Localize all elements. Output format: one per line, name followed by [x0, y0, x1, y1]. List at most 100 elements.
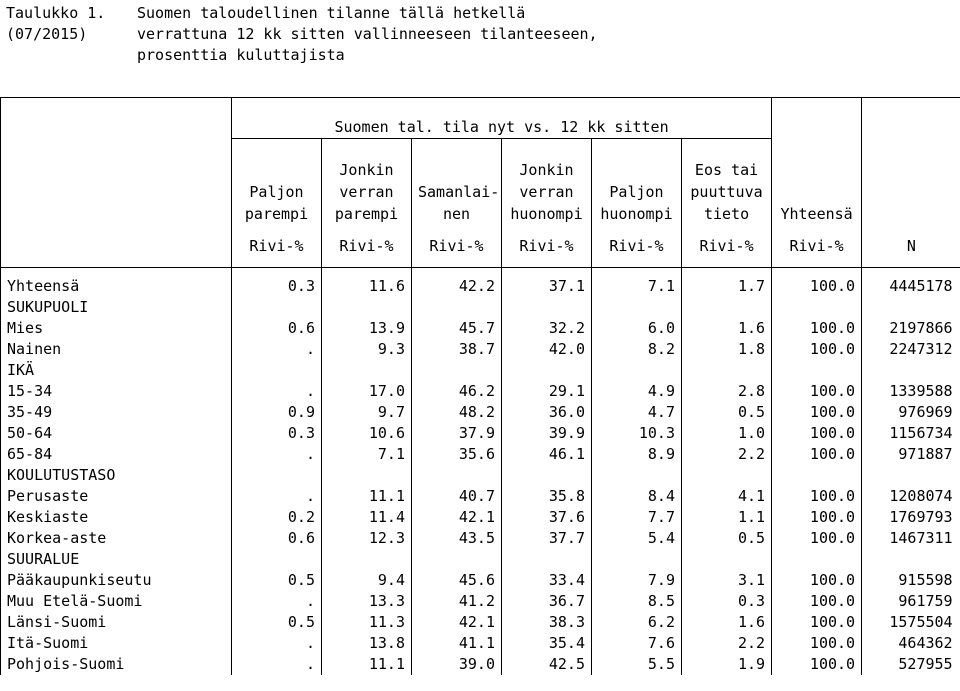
- table-cell: 4445178: [861, 267, 960, 297]
- table-cell: [231, 549, 322, 570]
- row-label: Muu Etelä-Suomi: [0, 591, 232, 612]
- table-cell: 2197866: [861, 318, 960, 339]
- column-header-line: huonompi: [591, 203, 682, 225]
- table-cell: 8.4: [591, 486, 682, 507]
- unit-header: Rivi-%: [591, 225, 682, 268]
- table-cell: 100.0: [771, 402, 862, 423]
- table-cell: [411, 549, 502, 570]
- table-cell: 100.0: [771, 612, 862, 633]
- table-cell: 7.7: [591, 507, 682, 528]
- row-label: Länsi-Suomi: [0, 612, 232, 633]
- row-label: KOULUTUSTASO: [0, 465, 232, 486]
- table-cell: 5.5: [591, 654, 682, 675]
- column-header-line: parempi: [321, 203, 412, 225]
- table-cell: 4.9: [591, 381, 682, 402]
- table-cell: 9.4: [321, 570, 412, 591]
- table-cell: 100.0: [771, 339, 862, 360]
- table-cell: 45.6: [411, 570, 502, 591]
- table-cell: 464362: [861, 633, 960, 654]
- column-header-line: [771, 181, 862, 203]
- table-cell: 100.0: [771, 507, 862, 528]
- table-cell: .: [231, 339, 322, 360]
- row-label: Itä-Suomi: [0, 633, 232, 654]
- table-cell: 100.0: [771, 423, 862, 444]
- table-cell: 1575504: [861, 612, 960, 633]
- table-cell: 100.0: [771, 528, 862, 549]
- unit-header: Rivi-%: [411, 225, 502, 268]
- table-number: Taulukko 1.: [6, 4, 106, 22]
- table-cell: 37.1: [501, 267, 592, 297]
- table-cell: [411, 297, 502, 318]
- table-cell: [231, 360, 322, 381]
- table-cell: 8.9: [591, 444, 682, 465]
- table-cell: 32.2: [501, 318, 592, 339]
- table-row: Nainen. 9.3 38.7 42.0 8.2 1.8 100.0 2247312: [0, 339, 960, 360]
- table-cell: [771, 465, 862, 486]
- column-header-line: tieto: [680, 203, 772, 225]
- table-cell: 3.1: [680, 570, 772, 591]
- table-cell: 6.2: [591, 612, 682, 633]
- table-cell: [771, 549, 862, 570]
- unit-header: Rivi-%: [231, 225, 322, 268]
- table-cell: 17.0: [321, 381, 412, 402]
- table-row: Mies 0.6 13.9 45.7 32.2 6.0 1.6 100.0 2197866: [0, 318, 960, 339]
- table-cell: 1769793: [861, 507, 960, 528]
- row-label: Pohjois-Suomi: [0, 654, 232, 675]
- column-header-line: Paljon: [231, 181, 322, 203]
- table-cell: 13.9: [321, 318, 412, 339]
- table-cell: 0.6: [231, 528, 322, 549]
- table-cell: 35.4: [501, 633, 592, 654]
- table-cell: 41.1: [411, 633, 502, 654]
- table-cell: 0.5: [231, 612, 322, 633]
- table-cell: 1156734: [861, 423, 960, 444]
- table-cell: 7.6: [591, 633, 682, 654]
- column-header-line: puuttuva: [680, 181, 772, 203]
- table-cell: 961759: [861, 591, 960, 612]
- row-label: Korkea-aste: [0, 528, 232, 549]
- table-cell: 2.2: [680, 633, 772, 654]
- table-cell: [231, 465, 322, 486]
- table-cell: 7.1: [591, 267, 682, 297]
- column-header-line: Yhteensä: [771, 203, 862, 225]
- table-cell: 100.0: [771, 381, 862, 402]
- table-cell: 46.1: [501, 444, 592, 465]
- table-cell: 37.7: [501, 528, 592, 549]
- table-cell: 100.0: [771, 591, 862, 612]
- table-cell: 1.8: [680, 339, 772, 360]
- table-cell: 1.0: [680, 423, 772, 444]
- table-cell: 5.4: [591, 528, 682, 549]
- table-cell: 0.5: [680, 402, 772, 423]
- column-header-line: huonompi: [501, 203, 592, 225]
- table-cell: 39.0: [411, 654, 502, 675]
- table-cell: 2247312: [861, 339, 960, 360]
- row-label: 15-34: [0, 381, 232, 402]
- table-cell: 38.3: [501, 612, 592, 633]
- table-cell: [501, 465, 592, 486]
- column-header-line: verran: [321, 181, 412, 203]
- table-cell: [411, 465, 502, 486]
- row-label: Perusaste: [0, 486, 232, 507]
- table-cell: [861, 360, 960, 381]
- table-cell: 33.4: [501, 570, 592, 591]
- table-cell: 42.2: [411, 267, 502, 297]
- table-cell: 42.0: [501, 339, 592, 360]
- table-cell: 8.2: [591, 339, 682, 360]
- table-cell: 13.3: [321, 591, 412, 612]
- row-label: 35-49: [0, 402, 232, 423]
- table-cell: 0.3: [231, 267, 322, 297]
- table-cell: 11.1: [321, 486, 412, 507]
- spanning-header-row: Suomen tal. tila nyt vs. 12 kk sitten: [0, 97, 960, 139]
- table-row: SUURALUE: [0, 549, 960, 570]
- table-cell: 1.6: [680, 612, 772, 633]
- table-cell: 10.6: [321, 423, 412, 444]
- table-cell: .: [231, 591, 322, 612]
- column-header-line: verran: [501, 181, 592, 203]
- table-cell: 46.2: [411, 381, 502, 402]
- table-cell: [771, 297, 862, 318]
- table-cell: 36.0: [501, 402, 592, 423]
- table-cell: 100.0: [771, 486, 862, 507]
- table-cell: 100.0: [771, 444, 862, 465]
- table-title-line-3: prosenttia kuluttajista: [137, 46, 345, 64]
- table-row: Perusaste. 11.1 40.7 35.8 8.4 4.1 100.0 1208074: [0, 486, 960, 507]
- table-cell: 0.3: [680, 591, 772, 612]
